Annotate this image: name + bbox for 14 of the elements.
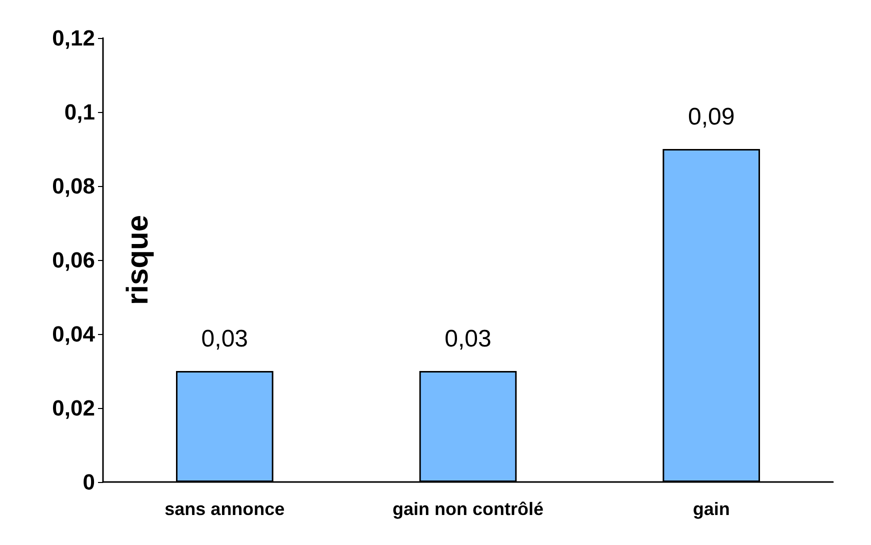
y-axis-title: risque xyxy=(122,214,154,306)
data-label: 0,09 xyxy=(688,104,735,130)
y-tick-label: 0,04 xyxy=(52,322,96,346)
y-tick-label: 0,06 xyxy=(52,248,95,272)
x-tick-label: sans annonce xyxy=(164,499,285,519)
y-tick-label: 0 xyxy=(82,470,95,494)
y-tick-label: 0,02 xyxy=(52,396,95,420)
y-tick-label: 0,12 xyxy=(52,26,95,50)
y-tick-label: 0,08 xyxy=(52,174,95,198)
data-label: 0,03 xyxy=(444,326,492,352)
x-tick-label: gain xyxy=(692,499,730,519)
x-tick-label: gain non contrôlé xyxy=(392,499,544,519)
data-label: 0,03 xyxy=(201,326,248,352)
y-tick-label: 0,1 xyxy=(64,100,95,124)
